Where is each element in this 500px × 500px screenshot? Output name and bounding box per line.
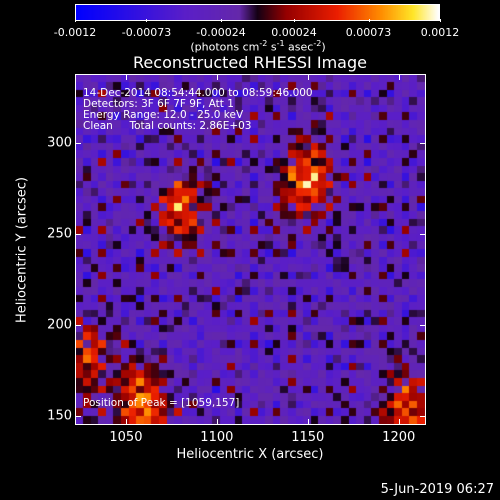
y-tick-label: 300 <box>47 135 72 151</box>
x-tick-mark <box>125 419 127 425</box>
colorbar-tick-label: 0.0012 <box>420 26 460 39</box>
y-tick-mark <box>420 324 426 326</box>
colorbar-tick-label: -0.0012 <box>53 26 97 39</box>
y-tick-mark <box>420 415 426 417</box>
colorbar-unit: (photons cm-2 s-1 asec-2) <box>190 39 326 54</box>
y-axis-label: Heliocentric Y (arcsec) <box>14 177 30 323</box>
x-tick-mark <box>398 419 400 425</box>
x-tick-mark <box>216 74 218 80</box>
annotation-time: 14-Dec-2014 08:54:44.000 to 08:59:46.000 <box>83 87 313 99</box>
x-tick-label: 1050 <box>109 430 143 445</box>
y-tick-mark <box>420 143 426 145</box>
y-tick-mark <box>75 143 81 145</box>
colorbar <box>75 4 440 21</box>
y-tick-label: 150 <box>47 408 72 424</box>
footer-date: 5-Jun-2019 06:27 <box>380 482 494 497</box>
colorbar-tick-label: -0.00073 <box>121 26 172 39</box>
annotation-clean: Clean Total counts: 2.86E+03 <box>83 120 252 132</box>
colorbar-tick-mark <box>221 19 222 22</box>
x-tick-mark <box>398 74 400 80</box>
x-tick-label: 1100 <box>200 430 234 445</box>
heatmap-plot: 14-Dec-2014 08:54:44.000 to 08:59:46.000… <box>75 74 426 425</box>
colorbar-tick-mark <box>294 19 295 22</box>
colorbar-tick-label: 0.00024 <box>271 26 317 39</box>
y-tick-mark <box>420 234 426 236</box>
annotation-detectors: Detectors: 3F 6F 7F 9F, Att 1 <box>83 98 234 110</box>
y-tick-mark <box>75 324 81 326</box>
heatmap-image <box>76 75 425 424</box>
colorbar-tick-mark <box>440 19 441 22</box>
y-tick-mark <box>75 415 81 417</box>
x-tick-mark <box>125 74 127 80</box>
plot-title: Reconstructed RHESSI Image <box>133 53 367 72</box>
x-tick-mark <box>307 419 309 425</box>
y-tick-label: 200 <box>47 317 72 333</box>
y-tick-label: 250 <box>47 226 72 242</box>
colorbar-tick-mark <box>146 19 148 22</box>
x-axis-label: Heliocentric X (arcsec) <box>176 447 324 462</box>
colorbar-tick-mark <box>75 19 76 22</box>
x-tick-label: 1200 <box>382 430 416 445</box>
x-tick-label: 1150 <box>291 430 325 445</box>
colorbar-tick-label: 0.00073 <box>345 26 392 39</box>
x-tick-mark <box>216 419 218 425</box>
colorbar-tick-label: -0.00024 <box>196 26 246 39</box>
annotation-peak: Position of Peak = [1059,157] <box>83 397 240 409</box>
y-tick-mark <box>75 234 81 236</box>
annotation-energy: Energy Range: 12.0 - 25.0 keV <box>83 109 244 121</box>
colorbar-tick-mark <box>368 19 370 22</box>
x-tick-mark <box>307 74 309 80</box>
